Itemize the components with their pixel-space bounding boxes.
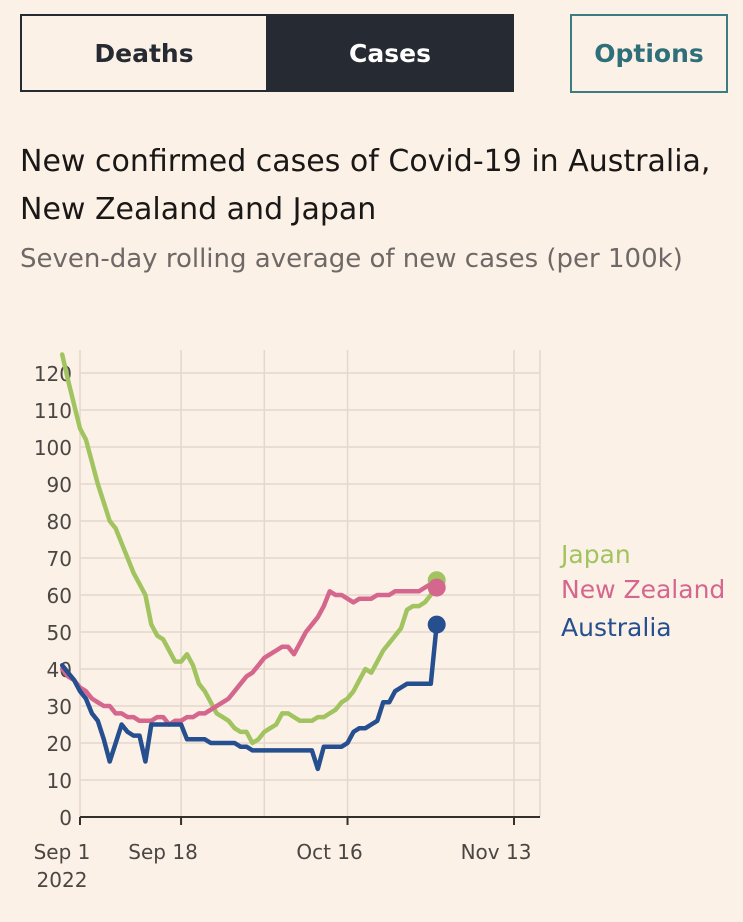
y-tick-label: 80 [47, 510, 72, 534]
y-tick-label: 90 [47, 473, 72, 497]
y-tick-label: 100 [34, 436, 72, 460]
tab-deaths[interactable]: Deaths [20, 14, 266, 92]
y-tick-label: 0 [59, 806, 72, 830]
y-tick-label: 110 [34, 399, 72, 423]
end-marker-new-zealand [427, 578, 446, 597]
x-tick-sublabel: 2022 [37, 868, 88, 892]
end-marker-australia [427, 615, 446, 634]
legend-label-japan: Japan [559, 540, 631, 569]
series-line-japan [59, 352, 439, 746]
y-tick-label: 10 [47, 769, 72, 793]
legend-label-new-zealand: New Zealand [561, 575, 725, 604]
chart-title: New confirmed cases of Covid-19 in Austr… [20, 144, 711, 227]
y-tick-label: 50 [47, 621, 72, 645]
y-tick-label: 60 [47, 584, 72, 608]
x-tick-label: Sep 1 [34, 840, 91, 864]
options-button[interactable]: Options [570, 14, 728, 93]
x-tick-label: Sep 18 [128, 840, 198, 864]
series-line-new-zealand [59, 581, 439, 727]
legend-label-australia: Australia [561, 613, 672, 642]
series-line-australia [59, 622, 439, 772]
x-tick-label: Nov 13 [461, 840, 532, 864]
x-tick-label: Oct 16 [296, 840, 362, 864]
chart-subtitle: Seven-day rolling average of new cases (… [20, 244, 683, 274]
y-tick-label: 70 [47, 547, 72, 571]
y-tick-label: 30 [47, 695, 72, 719]
tab-cases[interactable]: Cases [266, 14, 514, 92]
y-tick-label: 20 [47, 732, 72, 756]
